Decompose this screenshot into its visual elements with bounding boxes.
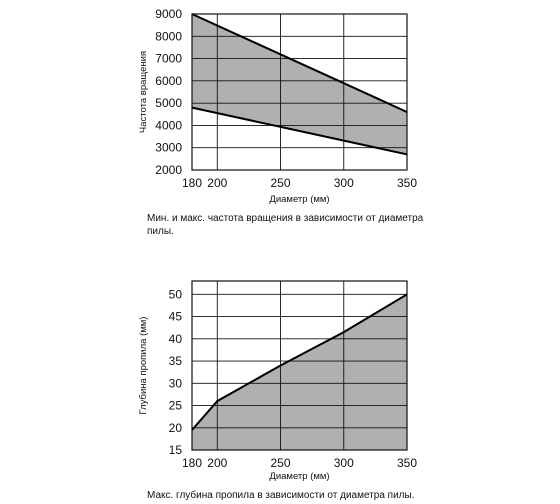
y-tick-label: 7000 [155, 52, 182, 66]
rotation-speed-chart: 180 200 250 300 350 2000 3000 4000 5000 6000 7000 8… [138, 7, 417, 205]
y-tick-label: 50 [169, 287, 183, 301]
cut-depth-caption: Макс. глубина пропила в зависимости от д… [147, 490, 415, 501]
plot-frame [191, 13, 408, 171]
y-tick-label: 25 [169, 399, 183, 413]
series-line-1 [191, 293, 408, 431]
plot-frame [191, 280, 408, 451]
y-tick-label: 9000 [155, 7, 182, 21]
series-line-2 [191, 106, 408, 156]
x-axis-title: Диаметр (мм) [269, 194, 329, 205]
y-tick-label: 40 [169, 332, 183, 346]
y-axis-title: Частота вращения [138, 51, 149, 133]
x-tick-label: 300 [334, 456, 354, 470]
x-tick-label: 180 [182, 176, 202, 190]
y-tick-label: 3000 [155, 141, 182, 155]
x-tick-label: 300 [334, 176, 354, 190]
x-tick-label: 180 [182, 456, 202, 470]
y-tick-label: 5000 [155, 96, 182, 110]
x-tick-label: 250 [271, 456, 291, 470]
y-tick-label: 45 [169, 310, 183, 324]
x-tick-label: 350 [397, 456, 417, 470]
x-tick-label: 200 [207, 176, 227, 190]
y-tick-label: 15 [169, 443, 183, 457]
y-tick-label: 20 [169, 421, 183, 435]
filled-area [192, 294, 407, 450]
y-tick-label: 6000 [155, 74, 182, 88]
y-tick-label: 2000 [155, 163, 182, 177]
rotation-speed-caption: Мин. и макс. частота вращения в зависимо… [147, 213, 424, 237]
y-tick-label: 4000 [155, 118, 182, 132]
y-tick-label: 35 [169, 354, 183, 368]
x-axis-title: Диаметр (мм) [269, 471, 329, 482]
y-tick-label: 30 [169, 376, 183, 390]
series-line-1 [191, 13, 408, 113]
x-tick-label: 250 [271, 176, 291, 190]
y-tick-label: 8000 [155, 29, 182, 43]
x-tick-label: 200 [207, 456, 227, 470]
x-tick-label: 350 [397, 176, 417, 190]
y-axis-title: Глубина пропила (мм) [138, 317, 149, 415]
